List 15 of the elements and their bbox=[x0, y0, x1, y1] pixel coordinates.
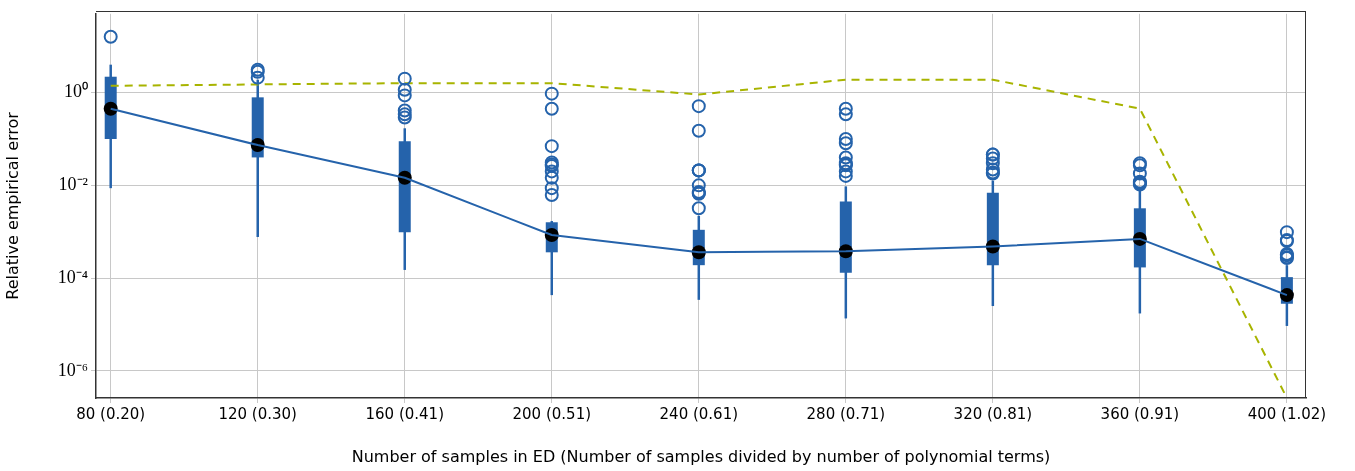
y-tick-label: 10⁻⁶ bbox=[57, 359, 88, 380]
x-tick-label: 160 (0.41) bbox=[365, 404, 445, 423]
x-tick-label: 120 (0.30) bbox=[218, 404, 297, 423]
x-tick-label: 240 (0.61) bbox=[659, 404, 739, 423]
y-tick-label: 10⁰ bbox=[64, 81, 88, 102]
x-tick-label: 200 (0.51) bbox=[512, 404, 592, 423]
y-tick-label: 10⁻² bbox=[58, 174, 88, 195]
x-tick-label: 80 (0.20) bbox=[76, 404, 146, 423]
y-axis-title: Relative empirical error bbox=[2, 111, 22, 300]
y-tick-label: 10⁻⁴ bbox=[57, 266, 88, 287]
x-tick-label: 400 (1.02) bbox=[1247, 404, 1327, 423]
x-tick-label: 360 (0.91) bbox=[1100, 404, 1180, 423]
x-tick-label: 280 (0.71) bbox=[806, 404, 886, 423]
x-axis-title: Number of samples in ED (Number of samples divided by number of polynomial terms) bbox=[351, 446, 1051, 466]
x-tick-label: 320 (0.81) bbox=[953, 404, 1033, 423]
